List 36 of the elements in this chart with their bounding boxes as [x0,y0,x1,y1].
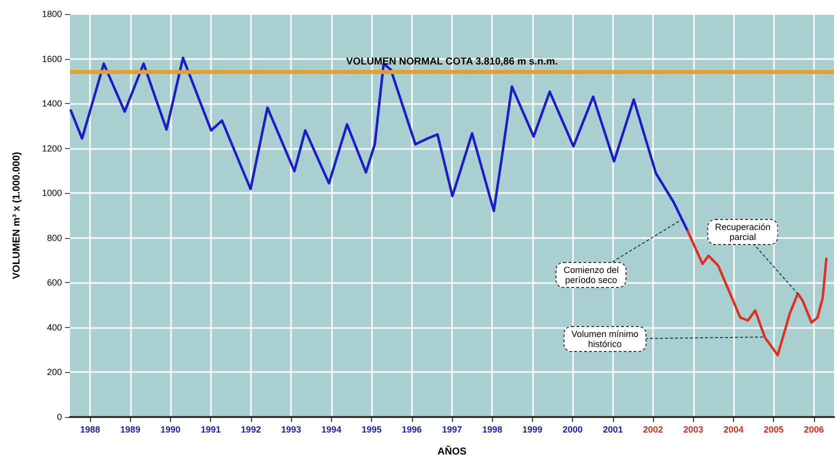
y-tick-label: 1800 [42,9,62,19]
x-tick-label: 1989 [120,424,140,434]
y-tick-label: 1200 [42,143,62,154]
x-tick-label: 1997 [442,424,462,434]
y-tick-label: 600 [46,278,62,288]
x-tick-label: 2003 [683,424,704,434]
x-tick-label: 2001 [602,424,623,434]
line-series [70,56,689,232]
x-tick-label: 1999 [522,424,542,434]
y-tick-label: 1000 [42,188,62,198]
x-tick-label: 1988 [80,424,100,434]
x-tick-label: 1995 [362,424,382,434]
y-tick-label: 1400 [42,98,62,109]
x-tick-label: 2002 [643,424,664,434]
y-tick-label: 200 [46,367,62,378]
annotation: Comienzo del período seco [556,262,627,288]
ref-line-label: VOLUMEN NORMAL COTA 3.810,86 m s.n.m. [346,56,558,68]
x-tick-label: 1990 [160,424,181,434]
x-tick-label: 2000 [562,424,583,434]
y-tick-label: 1600 [42,54,62,64]
x-tick-label: 2005 [764,424,784,434]
x-tick-label: 2006 [804,424,824,434]
y-tick-label: 0 [56,412,62,422]
x-tick-label: 1996 [402,424,422,434]
x-tick-label: 2004 [723,424,744,434]
x-tick-label: 1993 [281,424,302,434]
y-tick-label: 400 [46,322,62,332]
y-tick-label: 800 [46,232,62,243]
x-tick-label: 1998 [482,424,502,434]
annotation: Volumen mínimo histórico [563,326,646,352]
x-tick-label: 1994 [321,424,342,434]
y-axis-title: VOLUMEN m³ x (1.000.000) [12,152,22,280]
annotation: Recuperación parcial [707,218,779,245]
x-axis-title: AÑOS [438,446,467,458]
x-tick-label: 1991 [200,424,221,434]
x-tick-label: 1992 [240,424,261,434]
